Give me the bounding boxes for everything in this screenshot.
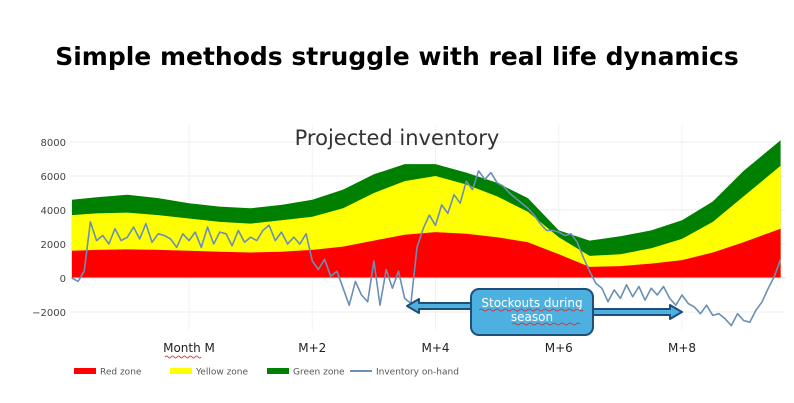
y-tick-label: 8000 <box>41 138 66 149</box>
x-tick-label: M+8 <box>668 341 696 355</box>
legend-label: Green zone <box>293 368 345 378</box>
area-layer <box>70 140 785 279</box>
y-tick-label: 0 <box>60 274 66 285</box>
callout-arrow-left <box>406 298 472 314</box>
y-tick-label: −2000 <box>32 308 66 319</box>
x-tick-label: M+6 <box>545 341 573 355</box>
inventory-on-hand-line <box>71 170 782 327</box>
legend-label: Yellow zone <box>195 368 249 378</box>
chart-title: Projected inventory <box>295 126 500 150</box>
y-tick-label: 2000 <box>41 240 66 251</box>
legend-label: Inventory on-hand <box>376 368 459 378</box>
legend-swatch <box>267 368 289 374</box>
spellcheck-underline <box>511 322 581 326</box>
legend: Red zone Yellow zone Green zone Inventory o… <box>74 368 459 378</box>
spellcheck-underline <box>478 308 584 312</box>
y-tick-label: 4000 <box>41 206 66 217</box>
slide-title: Simple methods struggle with real life d… <box>55 42 739 71</box>
legend-swatch <box>170 368 192 374</box>
callout-text-line: season <box>511 310 553 324</box>
legend-swatch <box>74 368 96 374</box>
x-tick-label: M+4 <box>421 341 449 355</box>
spellcheck-underline-month <box>164 355 202 359</box>
line-layer <box>71 170 782 327</box>
callout-box <box>470 288 594 336</box>
callout-arrow-right <box>592 304 683 320</box>
callout-text-line: Stockouts during <box>481 296 582 310</box>
x-tick-label: Month M <box>163 341 215 355</box>
x-tick-label: M+2 <box>298 341 326 355</box>
axis-layer: 8000 6000 4000 2000 0 −2000 Month M M+2 M+4 M+6 M+… <box>32 138 696 359</box>
legend-label: Red zone <box>100 368 142 378</box>
red-zonearea <box>71 228 781 278</box>
y-tick-label: 6000 <box>41 172 66 183</box>
